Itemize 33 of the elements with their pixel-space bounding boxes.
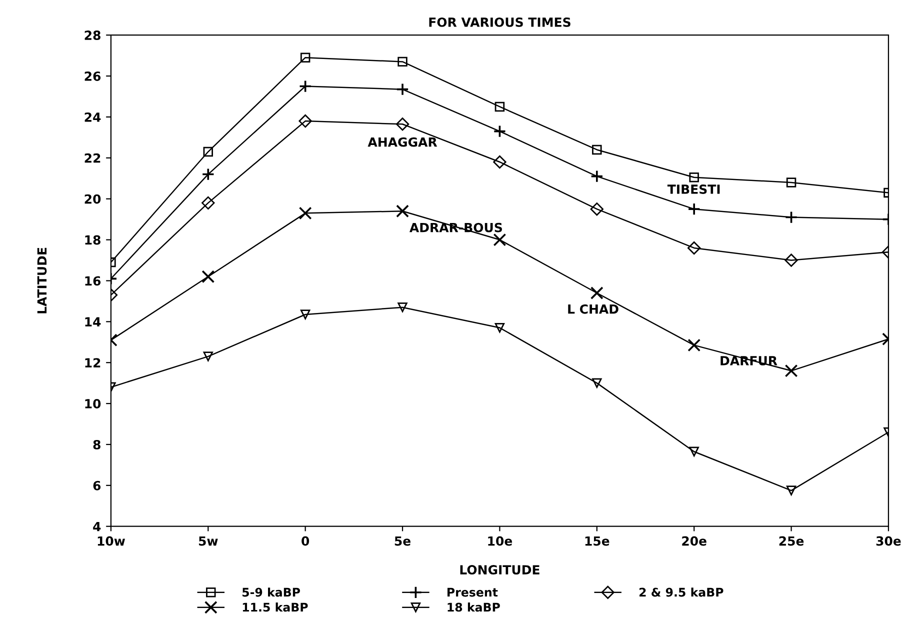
y-axis-title: LATITUDE <box>37 248 47 314</box>
legend-label: 11.5 kaBP <box>242 602 308 612</box>
x-tick-label: 25e <box>779 536 804 546</box>
y-tick-label: 22 <box>84 153 100 163</box>
legend-label: 5-9 kaBP <box>242 588 300 597</box>
y-tick-label: 6 <box>93 480 101 490</box>
x-tick-label: 30e <box>876 536 901 546</box>
y-tick-label: 28 <box>84 30 100 40</box>
annotation: TIBESTI <box>667 184 720 194</box>
y-tick-label: 12 <box>85 358 100 368</box>
y-tick-label: 20 <box>84 194 101 204</box>
y-tick-label: 10 <box>85 399 101 408</box>
x-axis-title: LONGITUDE <box>460 565 540 575</box>
annotation: AHAGGAR <box>368 137 438 147</box>
y-tick-label: 14 <box>85 317 101 326</box>
legend-label: 2 & 9.5 kaBP <box>639 588 724 597</box>
y-tick-label: 24 <box>84 112 101 122</box>
x-tick-label: 20e <box>682 536 706 546</box>
x-tick-label: 10e <box>488 536 512 546</box>
x-tick-label: 0 <box>302 536 310 546</box>
legend-label: Present <box>447 588 498 597</box>
x-tick-label: 5w <box>198 536 218 546</box>
y-tick-label: 26 <box>84 72 101 81</box>
x-tick-label: 5e <box>394 536 410 546</box>
x-tick-label: 10w <box>98 536 125 546</box>
y-tick-label: 4 <box>93 522 101 532</box>
y-tick-label: 18 <box>85 235 100 245</box>
legend-label: 18 kaBP <box>448 602 500 612</box>
annotation: L CHAD <box>568 304 618 314</box>
chart-title: FOR VARIOUS TIMES <box>429 17 570 27</box>
y-tick-label: 16 <box>85 276 101 286</box>
x-tick-label: 15e <box>585 536 610 546</box>
y-tick-label: 8 <box>93 440 100 450</box>
